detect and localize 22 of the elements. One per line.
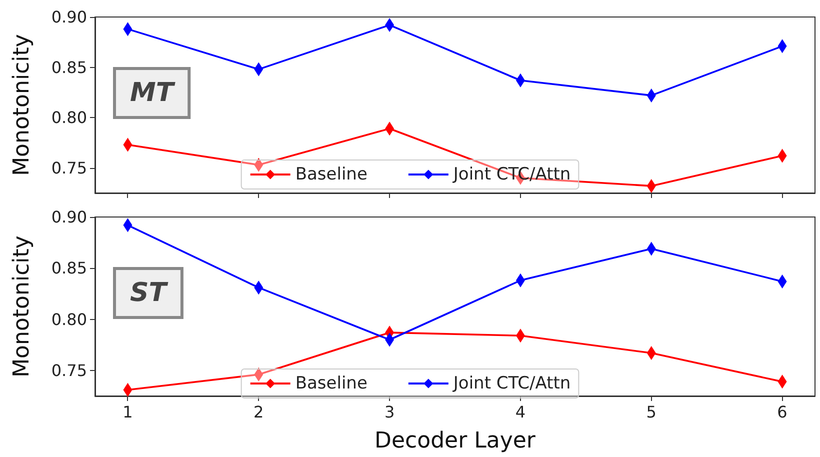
annotation: MT — [130, 78, 176, 108]
x-tick-label: 3 — [384, 402, 395, 422]
y-tick-label: 0.90 — [51, 208, 87, 226]
y-tick-label: 0.85 — [51, 58, 87, 77]
legend-label: Joint CTC/Attn — [452, 374, 571, 394]
x-tick-label: 5 — [646, 402, 656, 422]
x-tick-label: 2 — [254, 402, 264, 422]
annotation: ST — [130, 278, 169, 308]
x-axis-title: Decoder Layer — [374, 428, 536, 454]
y-tick-label: 0.75 — [51, 158, 87, 178]
x-tick-label: 1 — [122, 402, 133, 422]
y-tick-label: 0.75 — [51, 360, 87, 380]
legend-label: Baseline — [295, 374, 368, 394]
y-tick-label: 0.80 — [51, 108, 87, 128]
y-axis-title: Monotonicity — [10, 34, 34, 176]
y-tick-label: 0.90 — [51, 8, 87, 26]
x-tick-label: 6 — [777, 402, 788, 422]
y-tick-label: 0.85 — [51, 258, 87, 278]
y-tick-label: 0.80 — [51, 310, 87, 329]
x-tick-label: 4 — [515, 402, 526, 422]
legend-label: Baseline — [295, 164, 368, 184]
y-axis-title: Monotonicity — [10, 236, 34, 378]
